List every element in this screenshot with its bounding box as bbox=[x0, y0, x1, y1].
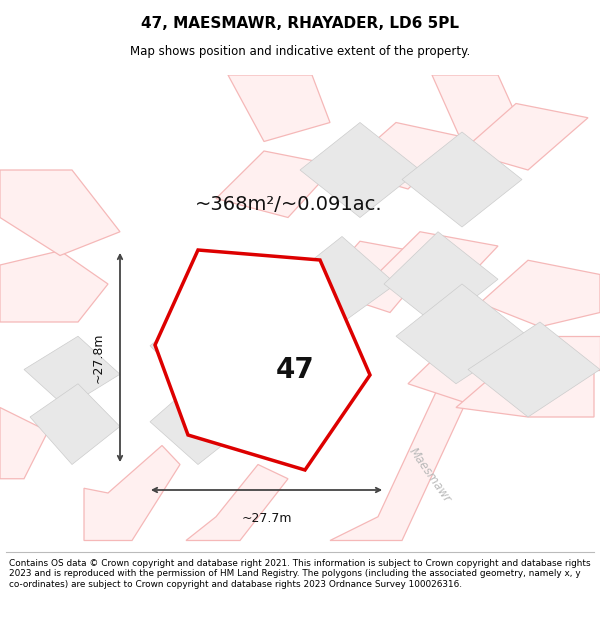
Polygon shape bbox=[150, 298, 258, 389]
Polygon shape bbox=[330, 336, 492, 541]
Polygon shape bbox=[300, 122, 420, 218]
Polygon shape bbox=[402, 132, 522, 227]
Polygon shape bbox=[480, 260, 600, 327]
Text: Map shows position and indicative extent of the property.: Map shows position and indicative extent… bbox=[130, 46, 470, 59]
Polygon shape bbox=[462, 104, 588, 170]
Polygon shape bbox=[384, 232, 498, 327]
Polygon shape bbox=[0, 251, 108, 322]
Polygon shape bbox=[528, 336, 600, 369]
Polygon shape bbox=[408, 331, 540, 408]
Polygon shape bbox=[468, 322, 600, 417]
Polygon shape bbox=[204, 274, 318, 341]
Polygon shape bbox=[456, 351, 594, 417]
Text: ~368m²/~0.091ac.: ~368m²/~0.091ac. bbox=[195, 195, 383, 214]
Polygon shape bbox=[150, 369, 258, 464]
Polygon shape bbox=[216, 151, 336, 218]
Text: 47, MAESMAWR, RHAYADER, LD6 5PL: 47, MAESMAWR, RHAYADER, LD6 5PL bbox=[141, 16, 459, 31]
Polygon shape bbox=[228, 75, 330, 141]
Polygon shape bbox=[318, 241, 438, 312]
Text: 47: 47 bbox=[275, 356, 314, 384]
Text: ~27.8m: ~27.8m bbox=[91, 332, 104, 382]
Polygon shape bbox=[372, 232, 498, 303]
Text: ~27.7m: ~27.7m bbox=[241, 512, 292, 525]
Polygon shape bbox=[84, 446, 180, 541]
Text: Contains OS data © Crown copyright and database right 2021. This information is : Contains OS data © Crown copyright and d… bbox=[9, 559, 590, 589]
Polygon shape bbox=[0, 408, 48, 479]
Polygon shape bbox=[282, 236, 396, 331]
Polygon shape bbox=[186, 464, 288, 541]
Polygon shape bbox=[342, 122, 462, 189]
Polygon shape bbox=[0, 170, 120, 256]
Polygon shape bbox=[396, 284, 528, 384]
Polygon shape bbox=[30, 384, 120, 464]
Polygon shape bbox=[24, 336, 120, 408]
Polygon shape bbox=[432, 75, 528, 156]
Text: Maesmawr: Maesmawr bbox=[406, 445, 454, 505]
Polygon shape bbox=[155, 250, 370, 470]
